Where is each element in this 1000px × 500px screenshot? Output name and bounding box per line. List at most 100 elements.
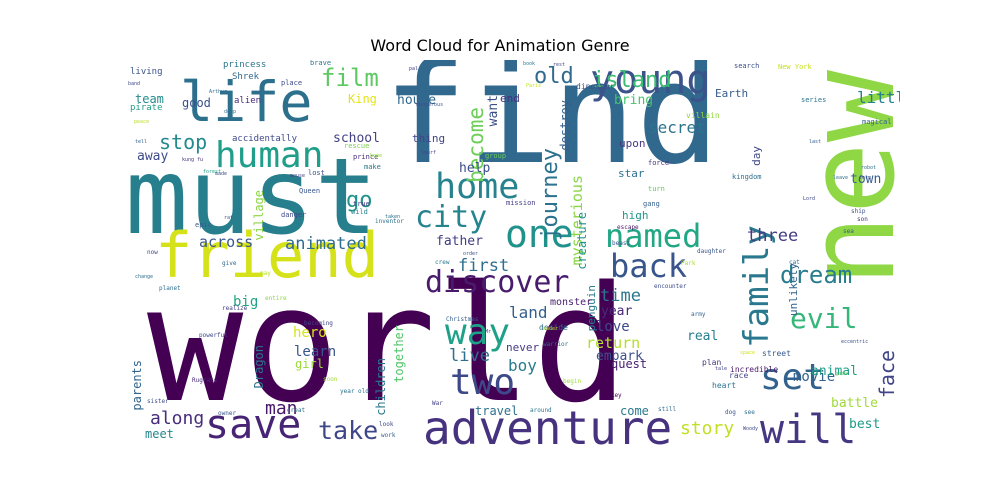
word-change: change — [135, 274, 154, 280]
word-team: team — [135, 92, 164, 106]
word-decide: decide — [539, 323, 568, 332]
word-see: see — [744, 409, 755, 416]
word-still: still — [658, 406, 677, 413]
word-home: home — [435, 167, 520, 207]
word-dog: dog — [725, 409, 736, 416]
word-land: land — [509, 303, 548, 322]
word-living: living — [130, 67, 163, 77]
word-take: take — [318, 416, 379, 445]
word-love: love — [596, 319, 630, 335]
word-plan: plan — [702, 358, 722, 367]
word-thing: thing — [412, 132, 446, 145]
word-accidentally: accidentally — [232, 134, 298, 144]
word-hope: hope — [370, 153, 383, 159]
word-brave: brave — [310, 60, 332, 67]
word-army: army — [691, 311, 706, 318]
word-world: world — [147, 251, 629, 438]
word-animal: animal — [811, 364, 858, 379]
word-penguin: penguin — [585, 285, 598, 332]
word-dangerous: dangerous — [416, 102, 444, 108]
word-monkey: monkey — [600, 392, 622, 399]
word-good: good — [182, 96, 211, 110]
word-true: true — [353, 200, 370, 208]
word-crew: crew — [435, 259, 450, 266]
word-rugrats: Rugrats — [192, 377, 218, 384]
word-leader: leader — [540, 326, 559, 332]
word-shrek: Shrek — [232, 72, 260, 82]
word-star: star — [618, 167, 645, 180]
word-eccentric: eccentric — [841, 339, 869, 345]
word-sea: sea — [843, 228, 854, 235]
word-real: real — [687, 329, 719, 344]
word-alien: alien — [234, 96, 262, 106]
word-around: around — [530, 407, 552, 414]
word-meet: meet — [145, 427, 174, 441]
word-house: house — [397, 93, 437, 108]
word-day: day — [750, 146, 763, 166]
word-book: book — [523, 61, 536, 67]
word-planet: planet — [159, 285, 181, 292]
word-beast: beast — [612, 240, 631, 247]
word-human: human — [215, 135, 324, 176]
word-children: children — [374, 358, 388, 416]
word-first: first — [458, 256, 510, 276]
word-boy: boy — [508, 356, 537, 375]
word-bring: bring — [614, 93, 654, 108]
word-heart: heart — [712, 381, 737, 390]
word-cat: cat — [789, 259, 800, 266]
word-kung-fu: kung fu — [182, 157, 204, 163]
word-will: will — [760, 407, 857, 450]
word-pal: pal — [409, 66, 419, 72]
word-forest: forest — [203, 169, 222, 175]
word-high: high — [622, 209, 649, 222]
word-secret: secret — [648, 118, 706, 137]
word-epic: epic — [195, 221, 212, 229]
word-year: year — [601, 304, 633, 319]
word-discover: discover — [425, 265, 570, 300]
word-school: school — [333, 131, 380, 146]
word-tale: tale — [715, 366, 728, 372]
word-want: want — [486, 95, 501, 127]
word-man: man — [265, 398, 298, 419]
word-back: back — [610, 247, 688, 285]
word-rescue: rescue — [344, 142, 370, 150]
word-robot: robot — [861, 165, 877, 171]
word-son: son — [857, 216, 868, 223]
word-paris: Paris — [526, 83, 542, 89]
chart-title: Word Cloud for Animation Genre — [370, 36, 630, 55]
word-little: little — [857, 88, 900, 107]
word-live: live — [449, 346, 490, 366]
word-old: old — [534, 64, 574, 89]
word-warrior: warrior — [543, 341, 569, 348]
word-movie: movie — [793, 369, 836, 385]
word-lost: lost — [308, 169, 325, 177]
word-space: space — [740, 350, 756, 356]
word-street: street — [762, 349, 791, 358]
word-along: along — [150, 408, 205, 429]
word-city: city — [415, 200, 488, 235]
word-mission: mission — [506, 199, 536, 207]
word-war: War — [432, 400, 443, 407]
word-entire: entire — [265, 295, 287, 302]
word-sister: sister — [147, 398, 169, 405]
word-town: town — [850, 172, 882, 187]
word-incredible: incredible — [730, 365, 779, 374]
word-kingdom: kingdom — [732, 173, 762, 181]
word-force: force — [648, 159, 670, 167]
word-find: find — [383, 60, 721, 196]
word-tell: tell — [135, 139, 148, 145]
word-three: three — [747, 226, 799, 246]
word-big: big — [233, 294, 259, 310]
word-evil: evil — [790, 302, 858, 335]
word-stop: stop — [159, 130, 208, 154]
word-way: way — [445, 312, 511, 353]
word-father: father — [436, 234, 483, 249]
word-race: race — [729, 371, 749, 380]
word-island: island — [592, 68, 672, 93]
word-park: Park — [681, 260, 696, 267]
word-hero: hero — [293, 325, 327, 341]
word-turn: turn — [648, 185, 665, 193]
word-now: now — [147, 249, 158, 256]
word-save: save — [205, 402, 302, 448]
word-danger: danger — [281, 211, 307, 219]
